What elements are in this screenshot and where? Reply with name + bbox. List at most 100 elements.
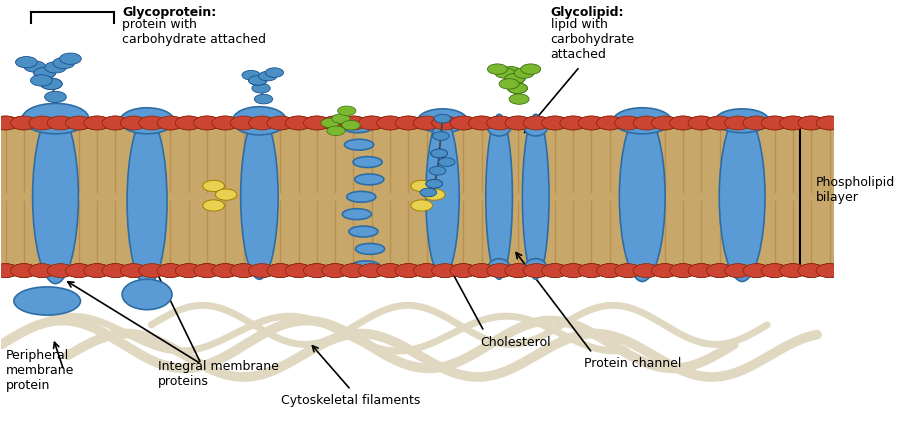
- Circle shape: [486, 116, 513, 130]
- Ellipse shape: [127, 116, 167, 286]
- Circle shape: [47, 116, 74, 130]
- Circle shape: [40, 78, 62, 90]
- Ellipse shape: [32, 110, 78, 284]
- Circle shape: [521, 64, 540, 74]
- Circle shape: [24, 61, 46, 72]
- Circle shape: [505, 264, 531, 277]
- Text: Peripheral
membrane
protein: Peripheral membrane protein: [5, 349, 74, 392]
- Circle shape: [254, 94, 272, 104]
- Circle shape: [507, 83, 528, 94]
- Circle shape: [450, 264, 476, 277]
- Circle shape: [259, 71, 277, 81]
- Circle shape: [670, 264, 697, 277]
- Circle shape: [725, 264, 752, 277]
- Circle shape: [252, 83, 271, 93]
- Circle shape: [450, 116, 476, 130]
- Circle shape: [743, 264, 770, 277]
- Ellipse shape: [344, 139, 374, 150]
- Ellipse shape: [426, 116, 459, 277]
- Ellipse shape: [120, 108, 174, 134]
- Circle shape: [798, 116, 824, 130]
- Circle shape: [359, 264, 385, 277]
- Text: Protein channel: Protein channel: [584, 357, 681, 371]
- Ellipse shape: [417, 109, 467, 133]
- Ellipse shape: [343, 209, 371, 219]
- Circle shape: [420, 188, 437, 197]
- Circle shape: [395, 116, 422, 130]
- Circle shape: [541, 116, 568, 130]
- Ellipse shape: [349, 226, 378, 237]
- Circle shape: [138, 264, 165, 277]
- Circle shape: [509, 94, 530, 104]
- Circle shape: [338, 106, 356, 116]
- Circle shape: [541, 264, 568, 277]
- Circle shape: [596, 264, 623, 277]
- Circle shape: [615, 116, 641, 130]
- Circle shape: [670, 116, 697, 130]
- Circle shape: [157, 116, 183, 130]
- Circle shape: [434, 114, 450, 123]
- Circle shape: [578, 264, 605, 277]
- Circle shape: [120, 116, 147, 130]
- Circle shape: [432, 116, 458, 130]
- Circle shape: [249, 116, 275, 130]
- Circle shape: [414, 264, 440, 277]
- Circle shape: [426, 180, 442, 188]
- Circle shape: [0, 116, 19, 130]
- Circle shape: [47, 264, 74, 277]
- Circle shape: [84, 264, 111, 277]
- Circle shape: [670, 264, 697, 277]
- Circle shape: [45, 62, 67, 73]
- Circle shape: [505, 73, 525, 84]
- Circle shape: [212, 116, 238, 130]
- Circle shape: [34, 67, 56, 79]
- Ellipse shape: [352, 261, 380, 272]
- Circle shape: [267, 264, 294, 277]
- Circle shape: [175, 264, 202, 277]
- Ellipse shape: [522, 114, 549, 279]
- Circle shape: [541, 116, 568, 130]
- Circle shape: [29, 116, 56, 130]
- Circle shape: [304, 116, 330, 130]
- Circle shape: [743, 116, 770, 130]
- Circle shape: [102, 264, 129, 277]
- Circle shape: [395, 264, 422, 277]
- FancyBboxPatch shape: [2, 123, 833, 271]
- Circle shape: [242, 70, 260, 80]
- Circle shape: [707, 264, 733, 277]
- Ellipse shape: [13, 287, 80, 315]
- Circle shape: [29, 116, 56, 130]
- Ellipse shape: [619, 112, 665, 281]
- Circle shape: [11, 264, 37, 277]
- Text: Phospholipid
bilayer: Phospholipid bilayer: [815, 176, 895, 204]
- Circle shape: [487, 64, 507, 74]
- Circle shape: [578, 116, 605, 130]
- Circle shape: [432, 264, 458, 277]
- Circle shape: [84, 116, 111, 130]
- Circle shape: [321, 118, 339, 128]
- Circle shape: [431, 149, 448, 158]
- Circle shape: [652, 264, 678, 277]
- Circle shape: [377, 116, 404, 130]
- Circle shape: [707, 116, 733, 130]
- Circle shape: [743, 264, 770, 277]
- Circle shape: [0, 264, 19, 277]
- Circle shape: [285, 116, 312, 130]
- Circle shape: [102, 116, 129, 130]
- Ellipse shape: [355, 243, 385, 254]
- Circle shape: [596, 264, 623, 277]
- Circle shape: [560, 116, 586, 130]
- Circle shape: [432, 116, 458, 130]
- Ellipse shape: [524, 118, 547, 136]
- Text: Cytoskeletal filaments: Cytoskeletal filaments: [281, 394, 421, 407]
- Circle shape: [11, 264, 37, 277]
- Ellipse shape: [232, 107, 287, 135]
- Circle shape: [322, 116, 349, 130]
- Circle shape: [743, 116, 770, 130]
- Circle shape: [138, 264, 165, 277]
- Circle shape: [327, 126, 345, 135]
- Circle shape: [157, 264, 183, 277]
- Circle shape: [285, 116, 312, 130]
- Circle shape: [377, 116, 404, 130]
- Circle shape: [120, 264, 147, 277]
